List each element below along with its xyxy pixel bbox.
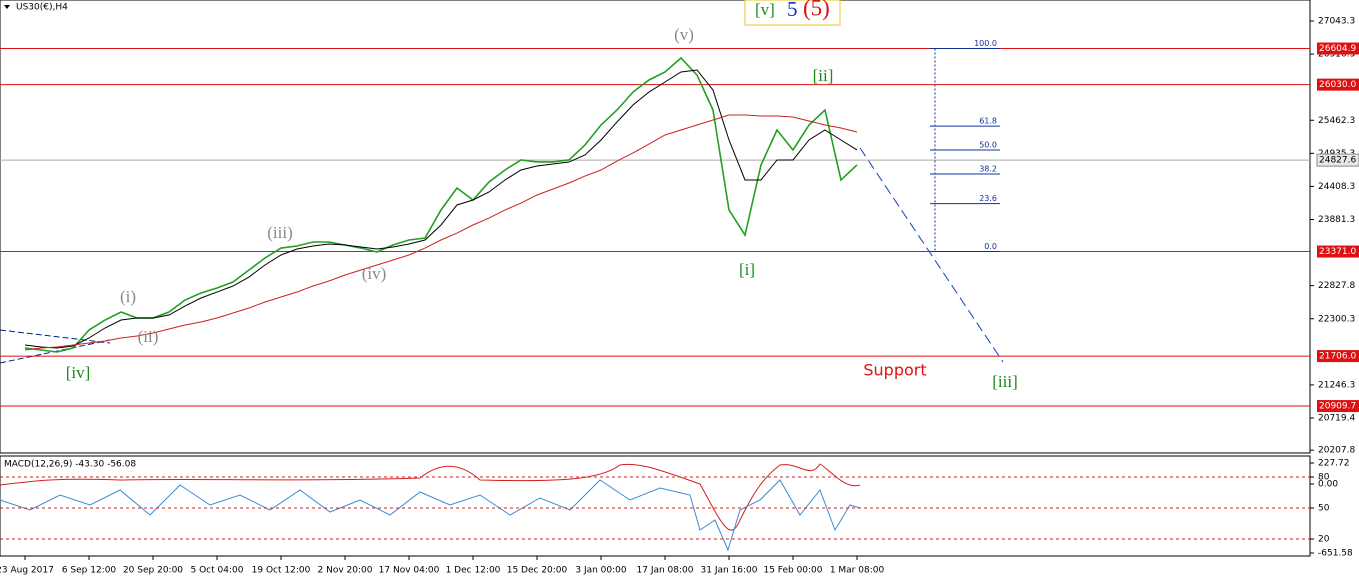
wave-label: (iv) (362, 264, 387, 283)
projection-line (859, 147, 1004, 363)
y-tick-label: 22827.8 (1318, 281, 1355, 291)
level-label: 23371.0 (1319, 247, 1356, 257)
macd-signal (0, 463, 861, 531)
macd-tick-label: 20 (1318, 535, 1330, 545)
price-line (24, 114, 858, 351)
count-box (744, 0, 841, 26)
y-tick-label: 25462.3 (1318, 116, 1355, 126)
y-tick-label: 24408.3 (1318, 182, 1355, 192)
fib-label: 0.0 (984, 242, 997, 251)
x-tick-label: 23 Aug 2017 (0, 566, 54, 576)
price-line (24, 56, 858, 353)
price-line (24, 69, 858, 349)
macd-tick-label: 80 (1318, 473, 1330, 483)
chart-title: US30(€),H4 (16, 3, 68, 13)
y-tick-label: 27043.3 (1318, 17, 1355, 27)
macd-frame (0, 455, 1311, 557)
y-tick-label: 20207.8 (1318, 446, 1355, 456)
y-tick-label: 20719.4 (1318, 414, 1355, 424)
wave-label: [i] (739, 260, 755, 279)
x-tick-label: 5 Oct 04:00 (191, 566, 244, 576)
level-box (1317, 42, 1359, 55)
wave-label: (ii) (138, 327, 159, 346)
level-label: 26030.0 (1319, 80, 1356, 90)
y-tick-label: 22300.3 (1318, 314, 1355, 324)
y-tick-label: 23881.3 (1318, 215, 1355, 225)
x-tick-label: 15 Feb 00:00 (763, 566, 822, 576)
macd-title: MACD(12,26,9) -43.30 -56.08 (4, 460, 136, 470)
x-tick-label: 6 Sep 12:00 (62, 566, 117, 576)
main-frame (0, 0, 1311, 454)
fib-label: 23.6 (979, 194, 997, 203)
x-tick-label: 17 Nov 04:00 (379, 566, 440, 576)
wave-label: (iii) (267, 223, 293, 242)
wave-label: [iii] (992, 372, 1018, 391)
macd-tick-label: 50 (1318, 504, 1330, 514)
channel-line (0, 329, 111, 344)
menu-arrow (4, 5, 10, 9)
wave-label: Support (863, 361, 926, 380)
fib-label: 61.8 (979, 117, 997, 126)
level-box (1317, 245, 1359, 258)
fib-label: 100.0 (974, 39, 997, 48)
level-box (1317, 400, 1359, 413)
level-label: 26604.9 (1319, 44, 1356, 54)
wave-label: (v) (674, 25, 694, 44)
x-tick-label: 20 Sep 20:00 (123, 566, 183, 576)
level-label: 21706.0 (1319, 352, 1356, 362)
x-tick-label: 31 Jan 16:00 (701, 566, 758, 576)
level-box (1317, 78, 1359, 91)
level-box (1317, 350, 1359, 363)
y-tick-label: 21246.3 (1318, 380, 1355, 390)
level-label: 20909.7 (1319, 402, 1356, 412)
fib-label: 50.0 (979, 141, 997, 150)
x-tick-label: 3 Jan 00:00 (575, 566, 627, 576)
macd-tick-label: 0.00 (1318, 480, 1338, 490)
macd-tick-label: 227.72 (1318, 459, 1350, 469)
x-tick-label: 1 Dec 12:00 (446, 566, 501, 576)
wave-label: [iv] (66, 363, 91, 382)
count-wave: [v] (755, 0, 775, 19)
x-tick-label: 17 Jan 08:00 (637, 566, 694, 576)
count-wave: (5) (803, 0, 830, 20)
wave-label: (i) (120, 287, 136, 306)
current-price-box (1316, 153, 1359, 167)
macd-line (0, 479, 861, 552)
current-price-label: 24827.6 (1319, 156, 1356, 166)
wave-label: [ii] (813, 66, 834, 85)
y-tick-label: 26516.3 (1318, 50, 1355, 60)
x-tick-label: 2 Nov 20:00 (318, 566, 373, 576)
x-tick-label: 19 Oct 12:00 (252, 566, 311, 576)
count-wave: 5 (787, 0, 798, 21)
x-tick-label: 1 Mar 08:00 (830, 566, 885, 576)
x-tick-label: 15 Dec 20:00 (507, 566, 568, 576)
fib-label: 38.2 (979, 164, 997, 173)
macd-tick-label: -651.58 (1318, 549, 1353, 559)
